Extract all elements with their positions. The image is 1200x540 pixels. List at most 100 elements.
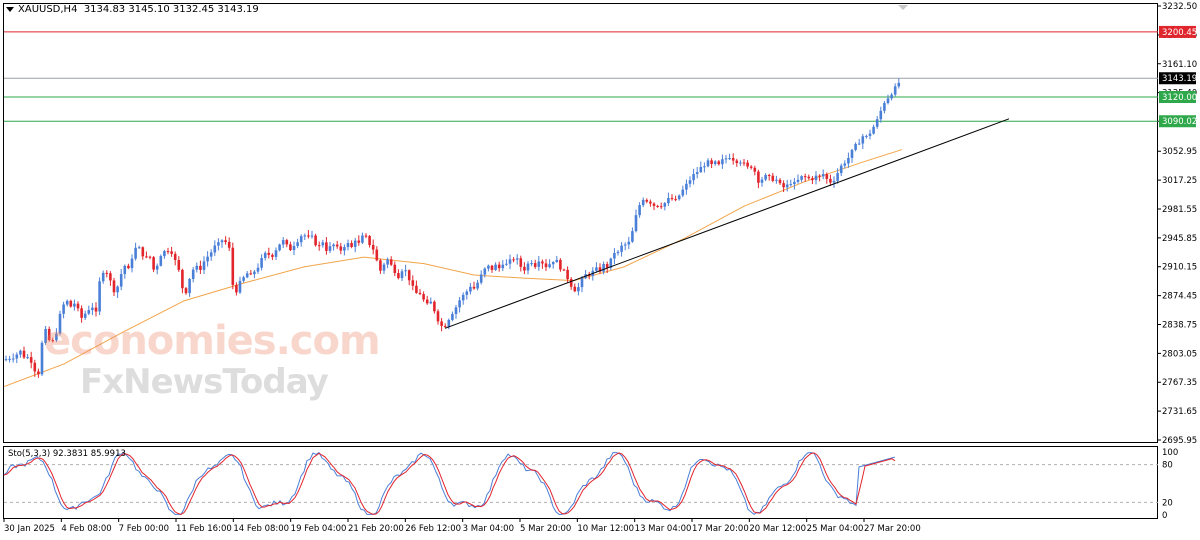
candle-body <box>51 340 55 342</box>
candle-body <box>472 286 476 289</box>
x-tick-label: 10 Mar 12:00 <box>577 524 634 534</box>
candle-body <box>170 251 173 254</box>
candle-body <box>47 328 51 341</box>
candle-body <box>746 162 749 167</box>
x-tick-label: 7 Feb 00:00 <box>119 524 169 534</box>
x-tick-label: 11 Feb 16:00 <box>176 524 232 534</box>
candle-body <box>811 178 814 181</box>
candle-body <box>555 259 559 263</box>
candle-body <box>260 258 263 268</box>
candle-body <box>778 179 782 184</box>
candle-body <box>339 246 343 251</box>
candle-body <box>537 261 541 267</box>
candle-body <box>454 307 458 314</box>
candle-body <box>123 265 127 275</box>
candle-body <box>55 333 58 341</box>
y-tick-label: 3052.95 <box>1162 147 1197 157</box>
candle-body <box>116 286 119 293</box>
price-levels <box>4 31 1158 122</box>
ohlc-values: 3134.83 3145.10 3132.45 3143.19 <box>83 4 259 15</box>
candle-body <box>357 240 361 243</box>
y-tick-label: 2981.55 <box>1162 205 1197 215</box>
candle-body <box>253 271 256 275</box>
candle-body <box>753 167 757 172</box>
candle-body <box>321 242 325 246</box>
candle-body <box>598 267 602 272</box>
candle-body <box>382 264 386 271</box>
x-tick-label: 17 Mar 20:00 <box>692 524 749 534</box>
candle-body <box>332 244 335 247</box>
candle-body <box>785 184 789 188</box>
candle-body <box>613 253 616 259</box>
candle-body <box>177 260 181 270</box>
candle-body <box>659 206 663 208</box>
candle-body <box>674 199 677 201</box>
candle-body <box>206 256 209 262</box>
stoch-tick-label: 100 <box>1162 448 1178 458</box>
candle-body <box>839 165 843 174</box>
candle-body <box>656 205 659 207</box>
candle-body <box>271 254 274 257</box>
candle-body <box>847 157 850 164</box>
candle-body <box>62 304 65 314</box>
candle-body <box>692 174 695 181</box>
candle-body <box>605 264 609 268</box>
moving-average <box>3 149 903 388</box>
candle-body <box>296 242 299 247</box>
candle-body <box>663 203 667 207</box>
candle-body <box>8 358 11 360</box>
candle-body <box>11 358 15 360</box>
candle-body <box>105 272 109 274</box>
candle-body <box>569 279 573 287</box>
candle-body <box>854 143 857 150</box>
candle-body <box>166 251 170 253</box>
candle-body <box>890 94 893 99</box>
candle-body <box>227 241 231 248</box>
candle-body <box>688 180 692 184</box>
dropdown-icon[interactable] <box>6 6 14 12</box>
candle-body <box>242 277 245 281</box>
candle-body <box>231 247 235 285</box>
stoch-tick-label: 20 <box>1162 498 1173 508</box>
candle-body <box>461 294 465 301</box>
candle-body <box>652 203 656 206</box>
candle-body <box>19 350 22 355</box>
candle-body <box>389 259 393 265</box>
candle-body <box>861 136 865 144</box>
x-tick-label: 4 Feb 08:00 <box>61 524 111 534</box>
candle-body <box>65 300 69 305</box>
candle-body <box>836 173 839 181</box>
x-tick-label: 19 Feb 04:00 <box>291 524 347 534</box>
candle-body <box>897 82 901 87</box>
candle-body <box>832 180 836 183</box>
candle-body <box>397 273 400 279</box>
candle-body <box>159 256 163 266</box>
level-tag <box>1159 115 1196 128</box>
candle-body <box>307 235 310 237</box>
candle-body <box>361 235 364 243</box>
candle-body <box>620 245 623 252</box>
candle-body <box>548 264 551 268</box>
candle-body <box>91 307 94 311</box>
scroll-marker-icon <box>898 5 908 10</box>
candle-body <box>353 240 357 247</box>
stoch-tick-label: 80 <box>1162 461 1173 471</box>
candle-body <box>33 362 37 372</box>
x-tick-label: 21 Feb 20:00 <box>348 524 404 534</box>
candle-body <box>98 281 101 312</box>
candle-body <box>551 262 555 265</box>
candle-body <box>76 303 80 309</box>
candle-body <box>494 264 497 270</box>
candle-body <box>793 181 796 185</box>
candle-body <box>771 175 775 181</box>
candle-body <box>285 240 289 245</box>
candle-body <box>58 313 62 334</box>
candle-body <box>681 189 685 196</box>
candle-body <box>649 201 652 204</box>
candle-body <box>789 184 793 186</box>
x-tick-label: 5 Mar 20:00 <box>520 524 571 534</box>
candle-body <box>760 179 764 183</box>
level-tag-label: 3143.19 <box>1162 74 1197 84</box>
candle-body <box>411 280 415 286</box>
